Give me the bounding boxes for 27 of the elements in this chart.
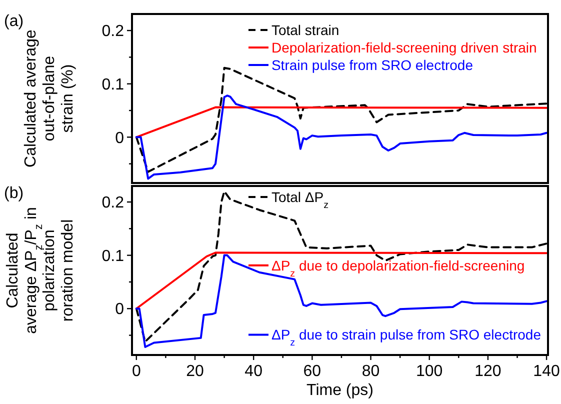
- line-series: [135, 254, 548, 348]
- text: (a): [4, 13, 24, 30]
- y-axis-title: Calculated average out-of-plane strain (%): [22, 29, 76, 168]
- legend-label: Strain pulse from SRO electrode: [271, 56, 474, 73]
- y-tick-label: 0.2: [102, 194, 124, 212]
- y-tick-label: 0.1: [102, 248, 124, 265]
- line-series: [135, 252, 548, 310]
- legend-label: ΔP$_{z}$ due to strain pulse from SRO electrode: [271, 326, 542, 348]
- x-tick-label: 40: [244, 363, 263, 380]
- x-tick-label: 120: [474, 363, 502, 380]
- line-series: [135, 94, 548, 180]
- text: (b): [4, 185, 24, 202]
- y-tick-label: 0.2: [102, 23, 124, 40]
- y-tick-label: 0: [115, 130, 124, 147]
- y-tick-label: 0.1: [102, 76, 124, 94]
- x-tick-label: 140: [533, 363, 560, 380]
- legend-label: Depolarization-field-screening driven strain: [271, 39, 537, 56]
- x-tick-label: 60: [303, 363, 322, 380]
- x-tick-label: 80: [362, 363, 380, 380]
- legend-label: Total strain: [271, 22, 340, 38]
- x-axis-title: Time (ps): [306, 382, 374, 399]
- legend-label: Total ΔP$_{z}$: [271, 188, 329, 210]
- x-tick-label: 100: [416, 363, 443, 380]
- x-tick-label: 0: [132, 363, 141, 380]
- legend-label: ΔP$_{z}$ due to depolarization-field-screening: [271, 257, 525, 279]
- y-tick-label: 0: [115, 301, 124, 318]
- x-tick-label: 20: [186, 363, 204, 380]
